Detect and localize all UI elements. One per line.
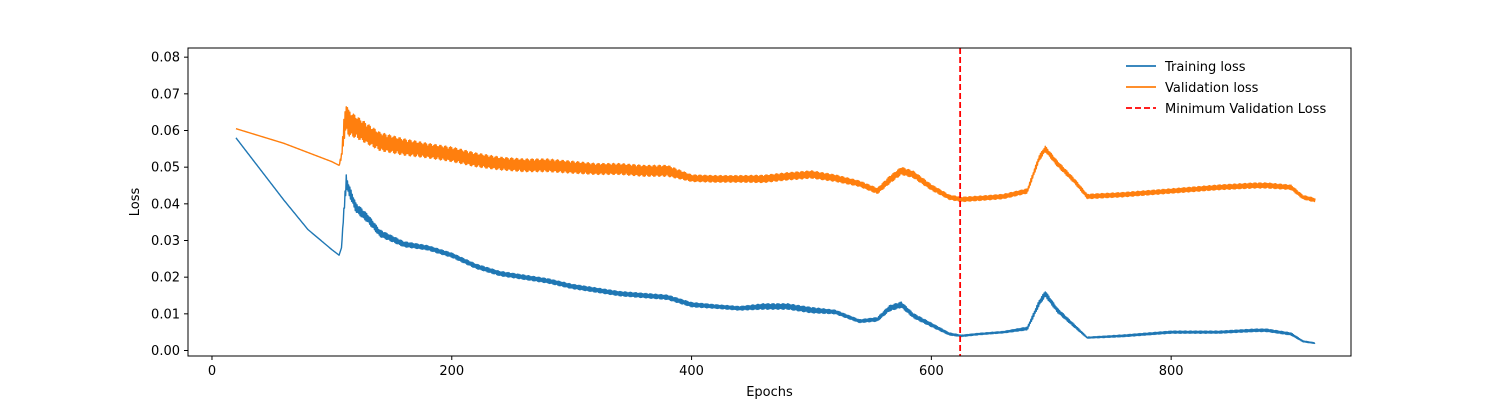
plot-frame	[187, 47, 1352, 357]
x-tick-label: 800	[1159, 364, 1184, 379]
legend-label: Validation loss	[1165, 81, 1259, 96]
y-axis-label: Loss	[128, 188, 143, 217]
y-tick-label: 0.06	[151, 124, 180, 139]
x-axis: 0 200 400 600 800	[208, 356, 1184, 379]
legend: Training loss Validation loss Minimum Vali…	[1126, 60, 1326, 117]
x-tick-label: 0	[208, 364, 216, 379]
series-layer	[235, 48, 1316, 356]
series-line	[235, 106, 1316, 203]
y-tick-label: 0.01	[151, 307, 180, 322]
y-tick-label: 0.03	[151, 234, 180, 249]
y-axis: 0.00 0.01 0.02 0.03 0.04 0.05 0.06 0.07 0.08	[151, 51, 188, 359]
x-tick-label: 200	[439, 364, 464, 379]
legend-label: Minimum Validation Loss	[1165, 102, 1326, 117]
x-tick-label: 600	[919, 364, 944, 379]
x-axis-label: Epochs	[746, 385, 793, 400]
y-tick-label: 0.08	[151, 51, 180, 66]
y-tick-label: 0.00	[151, 344, 180, 359]
y-tick-label: 0.07	[151, 87, 180, 102]
series-line	[235, 137, 1316, 345]
y-tick-label: 0.04	[151, 197, 180, 212]
x-tick-label: 400	[679, 364, 704, 379]
legend-label: Training loss	[1164, 60, 1246, 75]
y-tick-label: 0.05	[151, 161, 180, 176]
y-tick-label: 0.02	[151, 271, 180, 286]
